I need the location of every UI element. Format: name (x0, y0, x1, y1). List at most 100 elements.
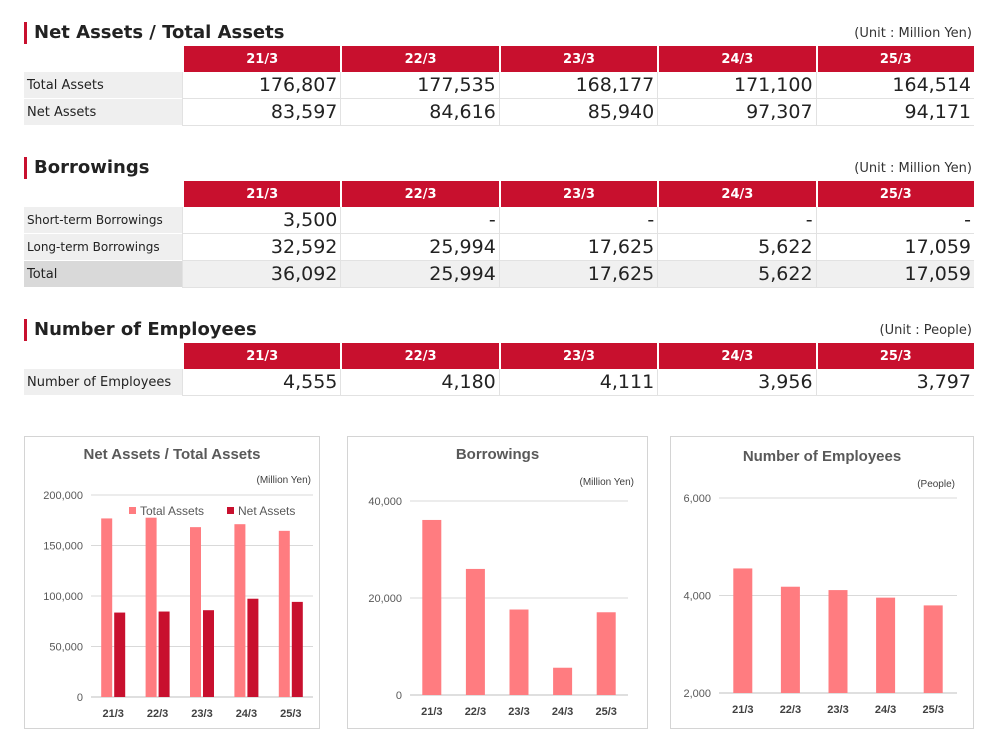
employees-table: 21/3 22/3 23/3 24/3 25/3 Number of Emplo… (24, 343, 974, 396)
bar-total-assets (101, 518, 113, 697)
table-cell: 17,059 (815, 261, 974, 288)
table-cell: 177,535 (340, 72, 499, 99)
y-tick-label: 200,000 (43, 490, 83, 502)
bar-number-of-employees (923, 605, 943, 693)
x-tick-label: 24/3 (875, 704, 896, 716)
bar-net-assets (247, 598, 259, 697)
row-label: Net Assets (24, 99, 182, 126)
assets-header-row: 21/3 22/3 23/3 24/3 25/3 (24, 46, 974, 72)
bar-borrowings (465, 568, 485, 695)
year-header: 24/3 (657, 343, 816, 369)
y-tick-label: 0 (396, 690, 402, 702)
table-cell: 168,177 (498, 72, 658, 99)
employees-chart: Number of Employees (People) 2,000 4,000 6,0… (683, 448, 957, 716)
chart-unit-label: (People) (917, 479, 955, 490)
y-tick-label: 2,000 (683, 688, 711, 700)
row-label: Short-term Borrowings (24, 207, 182, 234)
legend-swatch (227, 507, 234, 514)
year-header: 24/3 (657, 181, 816, 207)
year-header: 22/3 (340, 46, 499, 72)
year-header: 23/3 (498, 46, 658, 72)
bar-borrowings (553, 667, 573, 695)
bar-number-of-employees (828, 590, 848, 693)
row-label: Long-term Borrowings (24, 234, 182, 261)
x-tick-label: 23/3 (191, 708, 212, 720)
x-tick-label: 22/3 (465, 706, 486, 718)
table-cell: - (815, 207, 974, 234)
x-tick-label: 24/3 (236, 708, 257, 720)
assets-chart-panel: Net Assets / Total Assets (Million Yen) 0 5… (24, 436, 320, 729)
borrowings-chart: Borrowings (Million Yen) 0 20,000 40,000 21/3… (368, 446, 634, 718)
table-cell: 4,111 (498, 369, 658, 396)
table-cell: 5,622 (657, 234, 816, 261)
assets-table: 21/3 22/3 23/3 24/3 25/3 Total Assets 17… (24, 46, 974, 126)
bar-total-assets (145, 517, 157, 697)
borrowings-table: 21/3 22/3 23/3 24/3 25/3 Short-term Borr… (24, 181, 974, 288)
table-cell: 94,171 (815, 99, 974, 126)
table-cell: 36,092 (182, 261, 341, 288)
assets-unit-label: (Unit : Million Yen) (854, 26, 972, 41)
table-cell: 25,994 (340, 261, 499, 288)
table-cell: 97,307 (657, 99, 816, 126)
x-tick-label: 21/3 (732, 704, 753, 716)
year-header: 25/3 (815, 181, 974, 207)
assets-section: Net Assets / Total Assets (Unit : Millio… (24, 20, 974, 126)
table-cell: 5,622 (657, 261, 816, 288)
borrowings-section: Borrowings (Unit : Million Yen) 21/3 22/… (24, 155, 974, 288)
bar-borrowings (422, 519, 442, 695)
x-tick-label: 24/3 (552, 706, 573, 718)
bar-total-assets (234, 524, 246, 697)
bar-number-of-employees (733, 568, 753, 693)
year-header: 22/3 (340, 181, 499, 207)
x-tick-label: 23/3 (508, 706, 529, 718)
bar-net-assets (291, 601, 303, 697)
header-blank-cell (24, 181, 182, 207)
table-cell: 85,940 (498, 99, 658, 126)
chart-title: Number of Employees (743, 448, 901, 465)
table-cell: - (498, 207, 658, 234)
legend-swatch (129, 507, 136, 514)
bar-total-assets (190, 527, 201, 697)
employees-section-title: Number of Employees (34, 319, 257, 340)
employees-section: Number of Employees (Unit : People) 21/3… (24, 317, 974, 396)
x-tick-label: 25/3 (595, 706, 616, 718)
bar-net-assets (114, 612, 126, 697)
row-label: Total (24, 261, 182, 288)
table-cell: 32,592 (182, 234, 341, 261)
y-tick-label: 100,000 (43, 591, 83, 603)
table-row: Long-term Borrowings 32,592 25,994 17,62… (24, 234, 974, 261)
borrowings-unit-label: (Unit : Million Yen) (854, 161, 972, 176)
year-header: 24/3 (657, 46, 816, 72)
table-row: Net Assets 83,597 84,616 85,940 97,307 9… (24, 99, 974, 126)
bar-net-assets (158, 611, 170, 697)
table-cell: 4,555 (182, 369, 341, 396)
table-cell: 25,994 (340, 234, 499, 261)
y-tick-label: 4,000 (683, 591, 711, 603)
year-header: 21/3 (182, 181, 341, 207)
y-tick-label: 0 (77, 692, 83, 704)
y-tick-label: 50,000 (49, 642, 83, 654)
bar-number-of-employees (780, 586, 800, 693)
table-row: Total Assets 176,807 177,535 168,177 171… (24, 72, 974, 99)
legend-label: Total Assets (140, 504, 204, 518)
table-cell: 83,597 (182, 99, 341, 126)
table-cell: 17,625 (498, 261, 658, 288)
employees-unit-label: (Unit : People) (879, 323, 972, 338)
x-tick-label: 21/3 (102, 708, 123, 720)
header-blank-cell (24, 343, 182, 369)
employees-header-row: 21/3 22/3 23/3 24/3 25/3 (24, 343, 974, 369)
x-tick-label: 22/3 (147, 708, 168, 720)
table-cell: 3,797 (815, 369, 974, 396)
bar-borrowings (596, 612, 616, 695)
bar-number-of-employees (876, 597, 896, 693)
chart-unit-label: (Million Yen) (257, 475, 311, 486)
table-cell: 171,100 (657, 72, 816, 99)
chart-title: Borrowings (456, 446, 539, 463)
header-blank-cell (24, 46, 182, 72)
row-label: Number of Employees (24, 369, 182, 396)
table-cell: 176,807 (182, 72, 341, 99)
y-tick-label: 20,000 (368, 593, 402, 605)
table-cell: 3,500 (182, 207, 341, 234)
legend-label: Net Assets (238, 504, 295, 518)
chart-unit-label: (Million Yen) (580, 477, 634, 488)
